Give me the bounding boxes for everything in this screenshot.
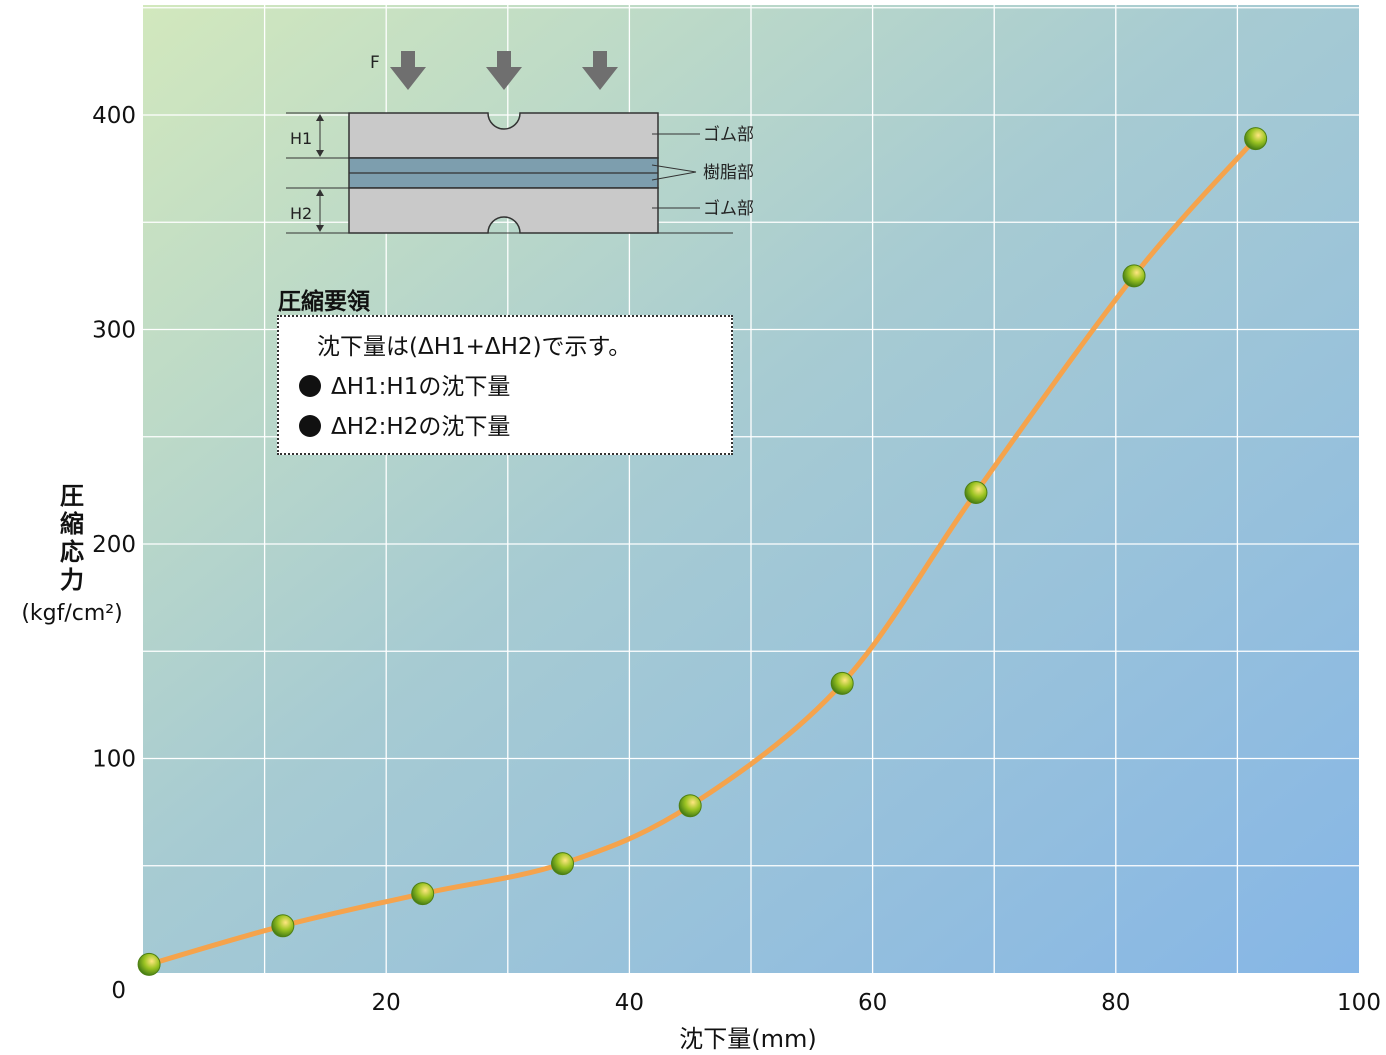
x-tick-label: 60 (858, 990, 887, 1016)
y-axis-title: 圧 縮 応 力 (kgf/cm²) (8, 482, 136, 628)
rubber-top-block (348, 112, 659, 159)
h1-dimension (316, 114, 324, 157)
y-tick-label: 400 (92, 103, 136, 129)
resin-label: 樹脂部 (703, 163, 754, 183)
data-point (271, 914, 295, 938)
y-tick-label: 300 (92, 318, 136, 344)
h1-label: H1 (290, 129, 312, 148)
legend-line-2: ΔH1:H1の沈下量 (299, 367, 731, 407)
y-axis-title-chars: 圧 縮 応 力 (60, 482, 84, 594)
legend-line-1: 沈下量は(ΔH1+ΔH2)で示す。 (317, 334, 632, 360)
force-arrow-icon (486, 51, 522, 90)
rubber-top-label: ゴム部 (703, 124, 754, 145)
legend-line-3: ΔH2:H2の沈下量 (299, 407, 731, 447)
legend-title: 圧縮要領 (278, 289, 370, 315)
data-point (411, 882, 435, 906)
legend-box: 沈下量は(ΔH1+ΔH2)で示す。 ΔH1:H1の沈下量 ΔH2:H2の沈下量 (277, 315, 733, 455)
series-line (146, 136, 1259, 967)
data-point (678, 794, 702, 818)
compression-diagram: F (286, 51, 754, 234)
data-point (964, 481, 988, 505)
x-tick-label: 80 (1101, 990, 1130, 1016)
x-tick-label: 100 (1337, 990, 1381, 1016)
h2-dimension (316, 189, 324, 232)
data-point (1122, 264, 1146, 288)
y-axis-unit: (kgf/cm²) (21, 601, 123, 626)
h2-label: H2 (290, 204, 312, 223)
force-label: F (370, 53, 380, 73)
y-tick-label: 200 (92, 532, 136, 558)
force-arrow-icon (582, 51, 618, 90)
data-point (551, 852, 575, 876)
x-tick-label: 40 (615, 990, 644, 1016)
data-point (830, 671, 854, 695)
bullet-icon (299, 415, 321, 437)
data-points (137, 127, 1268, 976)
data-point (137, 952, 161, 976)
y-tick-label: 100 (92, 747, 136, 773)
data-point (1244, 127, 1268, 151)
axis-ticks: 20 40 60 80 100 0 100 200 300 400 (92, 103, 1381, 1016)
bullet-icon (299, 375, 321, 397)
y-tick-label: 0 (111, 978, 126, 1004)
force-arrow-icon (390, 51, 426, 90)
x-tick-label: 20 (372, 990, 401, 1016)
x-axis-title: 沈下量(mm) (679, 1025, 816, 1053)
rubber-bottom-label: ゴム部 (703, 198, 754, 219)
